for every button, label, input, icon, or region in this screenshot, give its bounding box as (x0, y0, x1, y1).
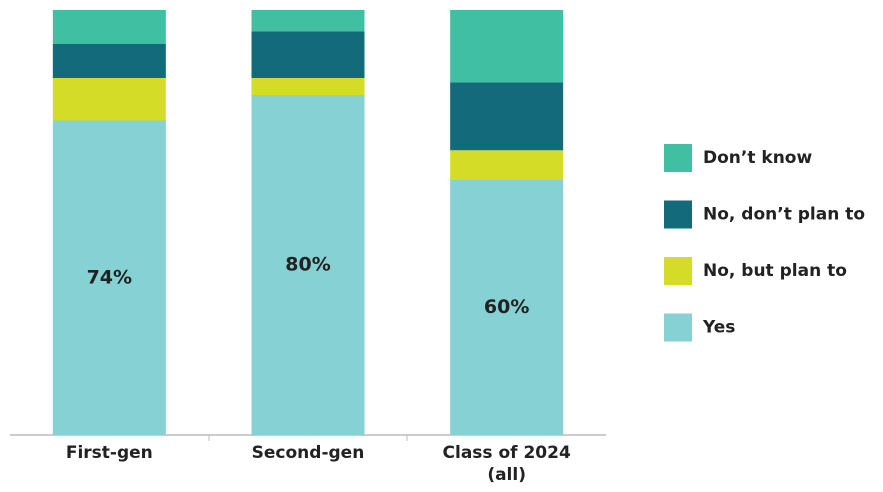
bar-segment (251, 10, 365, 32)
legend-swatch (664, 200, 692, 229)
bar-segment (450, 180, 564, 435)
legend-swatch (664, 144, 692, 172)
bar-segment (52, 120, 166, 435)
data-label: 80% (285, 254, 330, 276)
bar-segment (52, 44, 166, 78)
data-label: 60% (484, 296, 529, 318)
bar-segment (450, 10, 564, 83)
bar-segment (251, 95, 365, 435)
legend-label: Yes (702, 318, 735, 338)
legend-swatch (664, 313, 692, 342)
x-tick-label: Second-gen (251, 443, 365, 463)
bar-segment (251, 78, 365, 95)
legend-label: No, but plan to (703, 261, 847, 281)
bar-segment (251, 31, 365, 78)
legend-label: No, don’t plan to (703, 205, 865, 225)
bar-segment (450, 150, 564, 180)
x-tick-label: Class of 2024 (all) (442, 443, 571, 485)
data-label: 74% (87, 266, 132, 288)
x-tick-label: First-gen (65, 443, 153, 463)
legend-label: Don’t know (703, 148, 812, 168)
legend-swatch (664, 257, 692, 285)
bar-segment (52, 78, 166, 121)
bar-segment (52, 10, 166, 44)
bar-segment (450, 82, 564, 151)
